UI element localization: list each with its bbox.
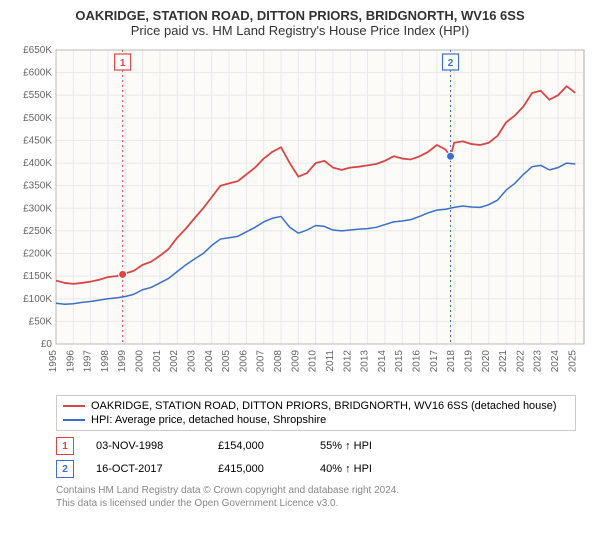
- sale-row: 1 03-NOV-1998 £154,000 55% ↑ HPI: [56, 437, 590, 455]
- svg-text:2010: 2010: [308, 350, 319, 373]
- legend-label: OAKRIDGE, STATION ROAD, DITTON PRIORS, B…: [91, 400, 557, 412]
- legend-swatch: [63, 419, 85, 421]
- svg-text:2014: 2014: [377, 350, 388, 373]
- svg-text:2024: 2024: [550, 350, 561, 373]
- svg-text:1996: 1996: [65, 350, 76, 373]
- svg-text:£450K: £450K: [23, 135, 52, 146]
- svg-text:2: 2: [448, 58, 454, 69]
- svg-text:1: 1: [120, 58, 126, 69]
- svg-text:1999: 1999: [117, 350, 128, 373]
- svg-text:£100K: £100K: [23, 294, 52, 305]
- sale-date: 03-NOV-1998: [96, 440, 196, 452]
- footer-line-2: This data is licensed under the Open Gov…: [56, 497, 590, 510]
- svg-text:£50K: £50K: [29, 316, 53, 327]
- sale-row: 2 16-OCT-2017 £415,000 40% ↑ HPI: [56, 460, 590, 478]
- svg-text:2015: 2015: [394, 350, 405, 373]
- footer-line-1: Contains HM Land Registry data © Crown c…: [56, 484, 590, 497]
- chart-container: OAKRIDGE, STATION ROAD, DITTON PRIORS, B…: [0, 0, 600, 560]
- line-chart-svg: £0 £50K £100K £150K £200K £250K £300K £350K £400…: [10, 44, 590, 384]
- chart-subtitle: Price paid vs. HM Land Registry's House …: [10, 23, 590, 38]
- svg-text:£350K: £350K: [23, 181, 52, 192]
- svg-text:2020: 2020: [481, 350, 492, 373]
- svg-text:2000: 2000: [135, 350, 146, 373]
- sale-marker-box: 2: [56, 460, 74, 478]
- sale-hpi-pct: 55% ↑ HPI: [320, 440, 420, 452]
- sale-marker-box: 1: [56, 437, 74, 455]
- svg-text:2023: 2023: [533, 350, 544, 373]
- legend-label: HPI: Average price, detached house, Shro…: [91, 414, 326, 426]
- sale-price: £154,000: [218, 440, 298, 452]
- sale-hpi-pct: 40% ↑ HPI: [320, 463, 420, 475]
- svg-text:£650K: £650K: [23, 45, 52, 56]
- chart-title: OAKRIDGE, STATION ROAD, DITTON PRIORS, B…: [10, 8, 590, 23]
- svg-text:£400K: £400K: [23, 158, 52, 169]
- svg-text:£550K: £550K: [23, 90, 52, 101]
- sale-records: 1 03-NOV-1998 £154,000 55% ↑ HPI 2 16-OCT-201…: [56, 437, 590, 478]
- svg-text:£150K: £150K: [23, 271, 52, 282]
- svg-text:1998: 1998: [100, 350, 111, 373]
- svg-text:1995: 1995: [48, 350, 59, 373]
- svg-text:£200K: £200K: [23, 249, 52, 260]
- svg-text:2017: 2017: [429, 350, 440, 373]
- sale-price: £415,000: [218, 463, 298, 475]
- svg-text:2013: 2013: [360, 350, 371, 373]
- svg-text:2021: 2021: [498, 350, 509, 373]
- svg-text:2018: 2018: [446, 350, 457, 373]
- sale-date: 16-OCT-2017: [96, 463, 196, 475]
- svg-text:2012: 2012: [342, 350, 353, 373]
- svg-text:£500K: £500K: [23, 113, 52, 124]
- svg-text:2019: 2019: [463, 350, 474, 373]
- svg-text:2008: 2008: [273, 350, 284, 373]
- legend: OAKRIDGE, STATION ROAD, DITTON PRIORS, B…: [56, 395, 576, 431]
- svg-text:2004: 2004: [204, 350, 215, 373]
- svg-text:1997: 1997: [83, 350, 94, 373]
- svg-text:2011: 2011: [325, 350, 336, 372]
- legend-item: HPI: Average price, detached house, Shro…: [63, 413, 569, 427]
- svg-text:2025: 2025: [567, 350, 578, 373]
- svg-text:£0: £0: [41, 339, 53, 350]
- svg-text:£600K: £600K: [23, 68, 52, 79]
- svg-text:£300K: £300K: [23, 203, 52, 214]
- svg-text:2006: 2006: [238, 350, 249, 373]
- svg-text:£250K: £250K: [23, 226, 52, 237]
- svg-text:2007: 2007: [256, 350, 267, 373]
- svg-text:2001: 2001: [152, 350, 163, 373]
- chart-plot-area: £0 £50K £100K £150K £200K £250K £300K £350K £400…: [10, 44, 590, 389]
- legend-swatch: [63, 405, 85, 407]
- svg-text:2009: 2009: [290, 350, 301, 373]
- svg-text:2002: 2002: [169, 350, 180, 373]
- svg-text:2003: 2003: [186, 350, 197, 373]
- svg-text:2016: 2016: [412, 350, 423, 373]
- legend-item: OAKRIDGE, STATION ROAD, DITTON PRIORS, B…: [63, 399, 569, 413]
- svg-text:2022: 2022: [515, 350, 526, 373]
- svg-text:2005: 2005: [221, 350, 232, 373]
- footer-attribution: Contains HM Land Registry data © Crown c…: [56, 484, 590, 510]
